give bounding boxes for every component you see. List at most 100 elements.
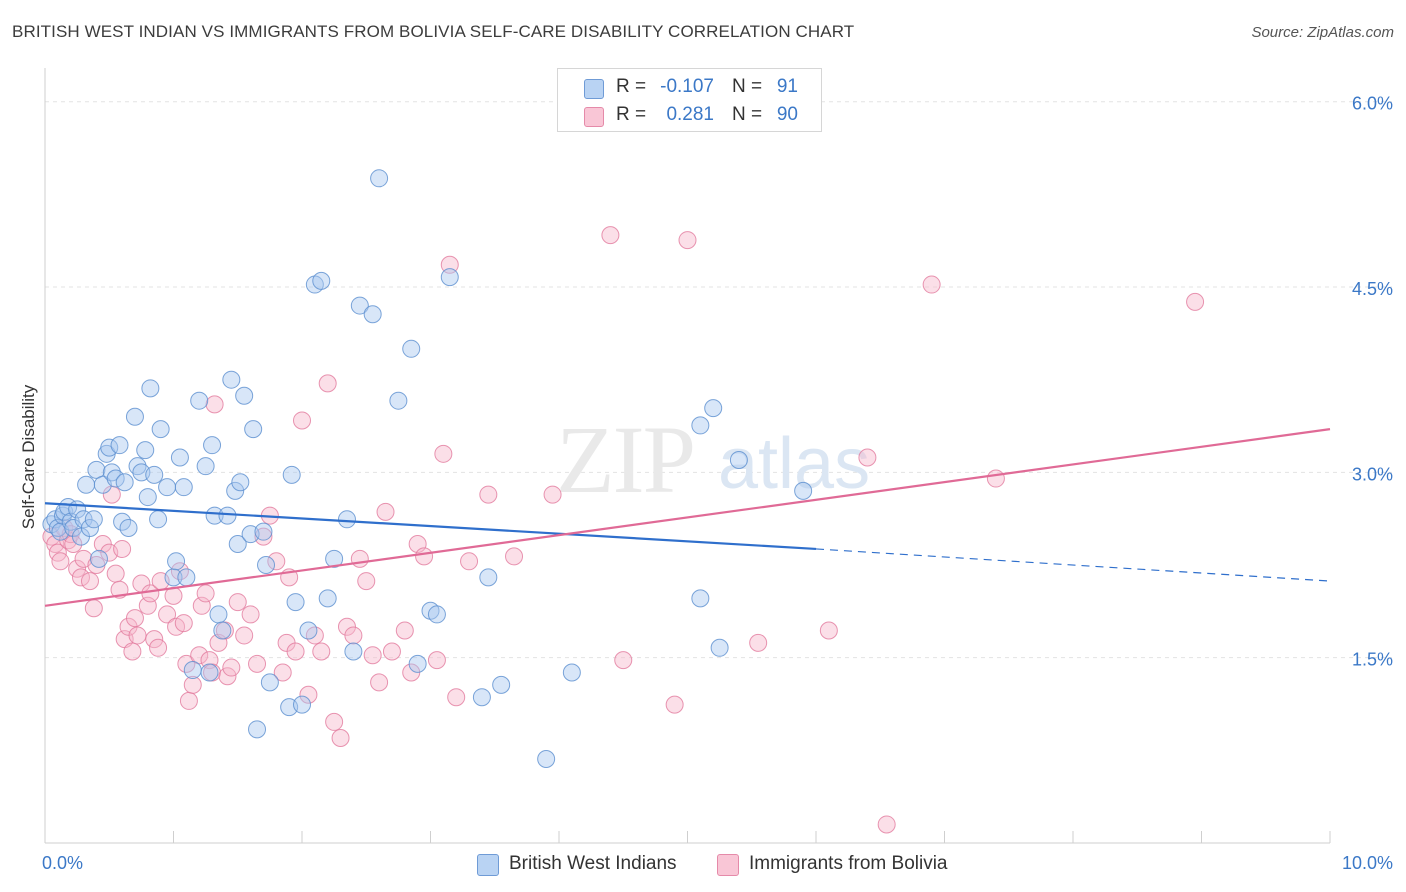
bwi-point [138,488,157,507]
bolivia-point [350,549,369,568]
bwi-point [100,438,119,457]
axes [44,68,1331,844]
bolivia-trend-line [44,428,1331,607]
bolivia-point [312,642,331,661]
source-note: Source: ZipAtlas.com [1251,24,1394,41]
legend-label-bwi: British West Indians [509,853,677,874]
n-value: 91 [776,76,798,97]
bwi-point [363,305,382,324]
bolivia-point [235,626,254,645]
bwi-point [151,420,170,439]
bolivia-point [749,633,768,652]
bolivia-point [370,673,389,692]
bolivia-point [84,599,103,618]
bolivia-point [158,605,177,624]
bolivia-point [877,815,896,834]
bolivia-point [331,728,350,747]
n-value: 90 [776,104,798,125]
bwi-point [205,506,224,525]
bolivia-point [395,621,414,640]
bwi-point [427,605,446,624]
y-tick-label: 6.0% [1352,94,1393,114]
bolivia-point [174,614,193,633]
n-label: N = [732,76,763,97]
bwi-point [472,688,491,707]
legend-label-bolivia: Immigrants from Bolivia [749,853,948,874]
r-label: R = [616,104,647,125]
bwi-point [257,556,276,575]
bolivia-point [273,663,292,682]
bolivia-point [106,564,125,583]
bolivia-point [858,448,877,467]
bolivia-point [68,559,87,578]
bwi-point [318,589,337,608]
bolivia-point [286,642,305,661]
bwi-point [299,621,318,640]
bwi-trend-line [44,502,817,551]
bwi-point [254,522,273,541]
bolivia-point [665,695,684,714]
bolivia-point [113,539,132,558]
bwi-point [164,568,183,587]
bwi-point [125,407,144,426]
y-axis-label: Self-Care Disability [19,384,38,529]
bwi-point [248,720,267,739]
tick-labels: 1.5% 3.0% 4.5% 6.0% 0.0% 10.0% [42,94,1393,873]
watermark-zip: ZIP [556,406,694,513]
bwi-point [408,654,427,673]
bwi-trend-extension [815,548,1331,582]
bwi-point [87,460,106,479]
bolivia-point [123,642,142,661]
bwi-point [77,475,96,494]
chart-title: BRITISH WEST INDIAN VS IMMIGRANTS FROM B… [12,22,855,41]
bolivia-point [318,374,337,393]
bolivia-point [80,572,99,591]
legend-row-bwi: R = -0.107 N = 91 [558,72,821,102]
bwi-point [244,420,263,439]
bwi-point [203,436,222,455]
bolivia-point [427,651,446,670]
bwi-point [370,169,389,188]
bolivia-point [179,691,198,710]
bwi-point [440,268,459,287]
bwi-point [174,478,193,497]
bwi-point [562,663,581,682]
bwi-point [136,441,155,460]
grid-lines [45,101,1392,659]
bwi-point [149,510,168,529]
bolivia-point [267,552,286,571]
r-value: 0.281 [666,104,714,125]
bwi-point [228,535,247,554]
bwi-point [402,339,421,358]
bolivia-point [241,605,260,624]
bwi-point [325,549,344,568]
bolivia-point [382,642,401,661]
series-bolivia-points [42,226,1205,834]
bwi-point [170,448,189,467]
bolivia-point [415,547,434,566]
bwi-point [209,605,228,624]
r-label: R = [616,76,647,97]
bwi-point [145,465,164,484]
bolivia-point [434,444,453,463]
bwi-point [196,457,215,476]
bolivia-point [145,630,164,649]
correlation-legend: R = -0.107 N = 91 R = 0.281 N = 90 [557,68,822,132]
bwi-point [260,673,279,692]
x-tick-label: 10.0% [1342,853,1393,873]
bolivia-point [205,395,224,414]
bwi-point [141,379,160,398]
bwi-point [89,549,108,568]
series-bwi-points [42,169,813,768]
bwi-point [167,552,186,571]
bolivia-point [344,626,363,645]
bolivia-point [357,572,376,591]
bolivia-point [149,638,168,657]
bolivia-point [376,502,395,521]
watermark-atlas: atlas [718,424,870,504]
bwi-point [293,695,311,714]
bwi-point [389,391,408,410]
bwi-point [286,593,305,612]
bwi-point [537,749,556,768]
